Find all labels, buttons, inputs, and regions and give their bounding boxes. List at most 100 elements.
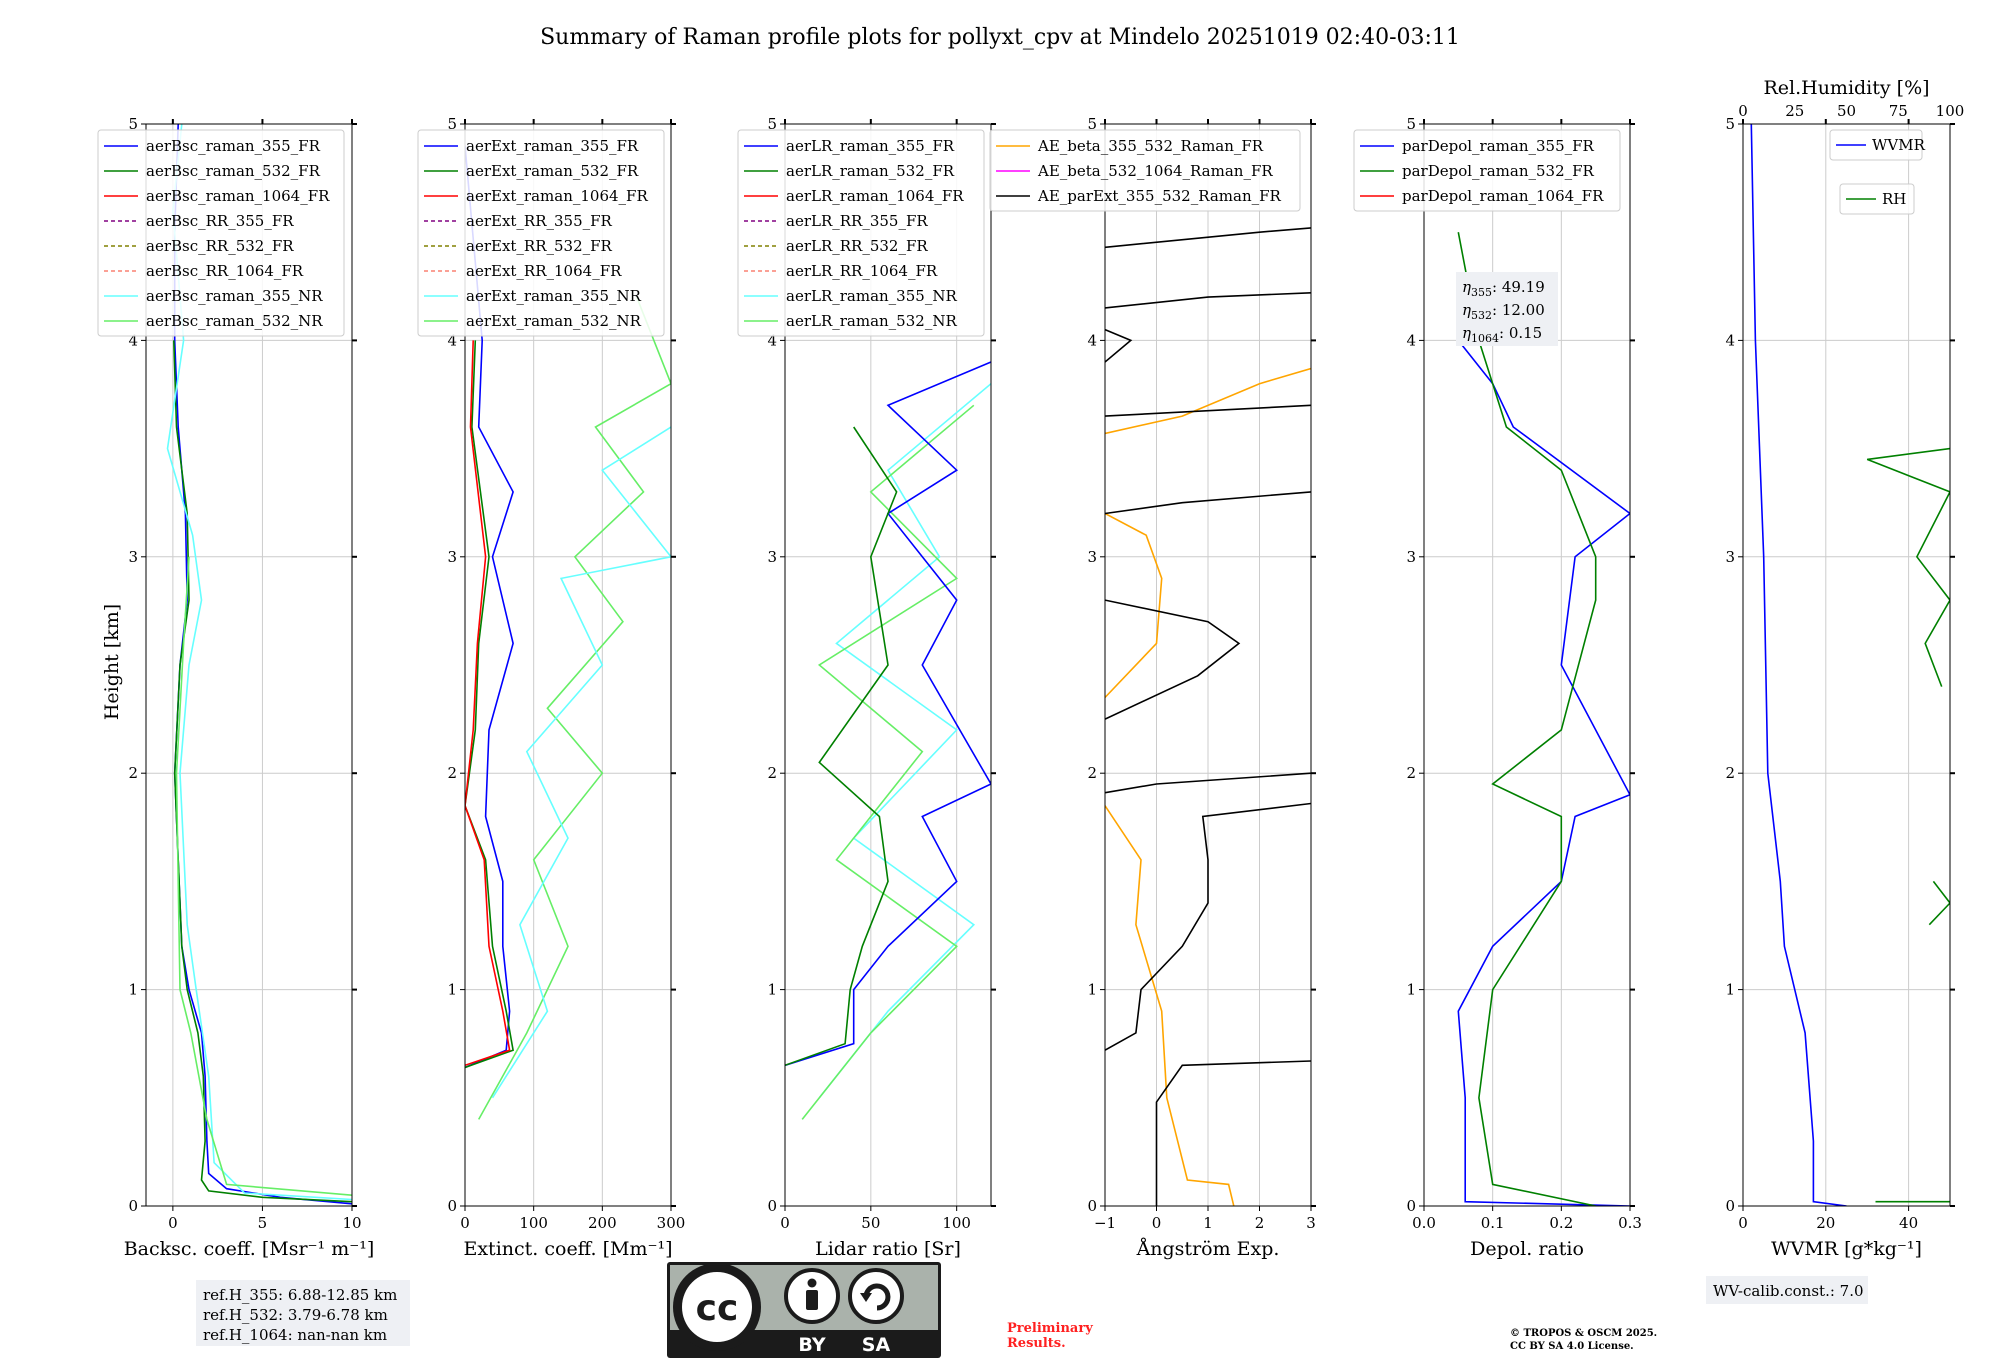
top-x-tick-label: 50 [1837,102,1856,120]
y-tick-label: 0 [447,1197,457,1215]
legend-box [1829,129,1923,161]
reference-height-box: ref.H_355: 6.88-12.85 km ref.H_532: 3.79… [196,1280,410,1346]
series-line-0 [478,296,671,1120]
legend-label: parDepol_raman_355_FR [1402,137,1595,155]
series-line-5 [1105,772,1311,794]
y-tick-label: 1 [1725,981,1735,999]
legend-label: aerExt_RR_355_FR [466,212,613,230]
legend-label: WVMR [1872,136,1926,154]
preliminary-line-2: Results. [1007,1336,1066,1351]
legend-label: aerExt_raman_532_FR [466,162,639,180]
y-tick-label: 1 [1406,981,1416,999]
legend-label: aerExt_RR_532_FR [466,237,613,255]
cc-letters: cc [696,1288,739,1329]
legend-box [417,129,665,337]
legend-label: aerBsc_raman_355_FR [146,137,321,155]
sa-icon [848,1268,904,1324]
legend-label: aerBsc_raman_532_NR [146,312,323,330]
y-tick-label: 3 [128,548,138,566]
legend-label: aerBsc_raman_355_NR [146,287,323,305]
series-group [1457,232,1630,1206]
wv-calib-box: WV-calib.const.: 7.0 [1706,1276,1868,1304]
x-axis-label: Extinct. coeff. [Mm⁻¹] [463,1238,672,1260]
eta-1064: η1064: 0.15 [1462,324,1542,345]
wv-calib-box-bg [1706,1276,1868,1304]
y-tick-label: 4 [1406,331,1416,349]
legend-label: aerBsc_RR_1064_FR [146,262,304,280]
top-x-axis-label: Rel.Humidity [%] [1763,77,1929,99]
x-tick-label: 20 [1816,1214,1835,1232]
top-x-tick-label: 75 [1889,102,1908,120]
y-tick-label: 0 [1087,1197,1097,1215]
series-line-0 [1750,124,1847,1206]
legend-box [97,129,345,337]
x-tick-label: 0 [1152,1214,1162,1232]
ref-height-1064: ref.H_1064: nan-nan km [203,1326,387,1344]
legend-label: aerLR_raman_532_NR [786,312,957,330]
sa-icon-arc [863,1283,891,1311]
y-tick-label: 5 [1725,115,1735,133]
series-line-3 [785,426,898,1067]
legend-box [1353,129,1621,212]
legend-label: AE_beta_355_532_Raman_FR [1037,137,1264,155]
eta-532: η532: 12.00 [1462,301,1545,322]
top-x-tick-label: 25 [1785,102,1804,120]
y-tick-label: 3 [1087,548,1097,566]
series-line-9 [1105,328,1133,363]
x-tick-label: 5 [258,1214,268,1232]
y-tick-label: 0 [1725,1197,1735,1215]
legend: aerExt_raman_355_FR aerExt_raman_532_FRae… [417,129,665,337]
x-tick-label: 0.1 [1481,1214,1505,1232]
x-axis-label: Backsc. coeff. [Msr⁻¹ m⁻¹] [124,1238,375,1260]
legend-label: aerLR_RR_1064_FR [786,262,938,280]
x-tick-label: 0 [460,1214,470,1232]
x-tick-label: 0 [780,1214,790,1232]
creative-commons-by-sa-icon: cc BY SA [667,1262,941,1358]
y-tick-label: 0 [128,1197,138,1215]
legend-label: aerLR_RR_355_FR [786,212,928,230]
series-group [166,124,352,1205]
legend-label: aerLR_raman_355_FR [786,137,955,155]
legend-label: aerBsc_raman_1064_FR [146,187,330,205]
y-tick-label: 0 [1406,1197,1416,1215]
legend-label: aerExt_raman_532_NR [466,312,642,330]
series-line-2 [166,124,352,1201]
y-tick-label: 5 [1406,115,1416,133]
series-line-4 [1105,802,1311,1051]
x-axis-label: Lidar ratio [Sr] [815,1238,961,1260]
copyright-line-1: © TROPOS & OSCM 2025. [1510,1328,1657,1339]
reference-height-box-bg [196,1280,410,1346]
legend: aerBsc_raman_355_FR aerBsc_raman_532_FRae… [97,129,345,337]
y-tick-label: 2 [447,764,457,782]
top-x-tick-label: 0 [1738,102,1748,120]
x-tick-label: 10 [342,1214,361,1232]
x-tick-label: 100 [942,1214,971,1232]
x-tick-label: 50 [861,1214,880,1232]
legend-box [989,129,1301,212]
x-axis-label: WVMR [g*kg⁻¹] [1771,1238,1922,1260]
series-line-4 [465,340,511,1067]
series-group [785,361,991,1120]
legend-label: aerLR_raman_532_FR [786,162,955,180]
y-tick-label: 5 [1087,115,1097,133]
legend-label: RH [1882,190,1906,208]
legend: WVMR RH [1829,129,1926,215]
series-group [465,145,671,1120]
series-line-8 [1105,404,1311,417]
panel-frame [1423,123,1631,1207]
y-tick-label: 5 [767,115,777,133]
legend-box-rh [1839,183,1915,215]
series-line-3 [175,556,352,1196]
x-tick-label: 0.2 [1549,1214,1573,1232]
preliminary-line-1: Preliminary [1007,1321,1093,1336]
x-tick-label: 200 [588,1214,617,1232]
x-axis-label: Depol. ratio [1470,1238,1584,1260]
y-tick-label: 2 [767,764,777,782]
legend-label: aerLR_RR_532_FR [786,237,928,255]
eta-355: η355: 49.19 [1462,278,1545,299]
eta-box-bg [1456,272,1558,346]
legend-box [737,129,985,337]
y-tick-label: 2 [1406,764,1416,782]
copyright-line-2: CC BY SA 4.0 License. [1510,1341,1634,1352]
